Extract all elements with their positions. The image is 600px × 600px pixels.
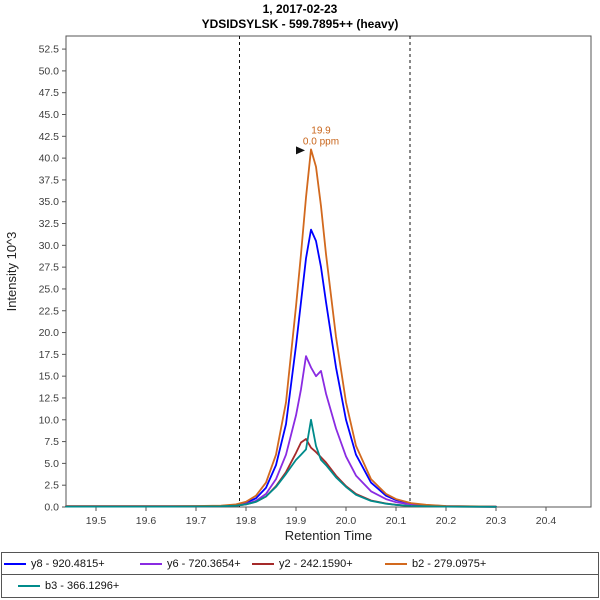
chart-title: 1, 2017-02-23 YDSIDSYLSK - 599.7895++ (h… — [0, 2, 600, 32]
annotation-rt-label: 19.9 — [311, 125, 331, 136]
x-tick-label: 20.4 — [536, 515, 557, 527]
series-line-y2 — [65, 438, 497, 508]
legend: y8 - 920.4815+ y6 - 720.3654+ y2 - 242.159… — [1, 552, 599, 598]
legend-label: y2 - 242.1590+ — [279, 557, 353, 570]
legend-item-b3: b3 - 366.1296+ — [18, 580, 119, 592]
series-line-b2 — [65, 148, 497, 508]
legend-label: b3 - 366.1296+ — [45, 579, 120, 592]
y-axis-title: Intensity 10^3 — [4, 232, 19, 312]
chart-title-line1: 1, 2017-02-23 — [262, 2, 338, 16]
peak-annotation: 19.90.0 ppm — [296, 125, 339, 155]
y-tick-label: 7.5 — [44, 436, 59, 448]
legend-swatch — [252, 562, 274, 565]
legend-swatch — [385, 562, 407, 565]
y-tick-label: 45.0 — [39, 109, 60, 121]
y-tick-label: 27.5 — [39, 262, 60, 274]
x-tick-label: 20.2 — [436, 515, 457, 527]
y-tick-label: 5.0 — [44, 458, 59, 470]
legend-swatch — [4, 562, 26, 565]
x-axis-title: Retention Time — [285, 528, 372, 543]
annotation-arrow-icon — [296, 146, 305, 155]
y-tick-label: 35.0 — [39, 196, 60, 208]
legend-label: b2 - 279.0975+ — [412, 557, 487, 570]
plot-border — [65, 35, 592, 508]
chromatogram-plot-area[interactable]: 0.0 2.5 5.0 7.5 10.0 12.5 15.0 17.5 20.0 22.5 25.0… — [0, 0, 600, 552]
chart-title-line2: YDSIDSYLSK - 599.7895++ (heavy) — [201, 17, 399, 31]
y-tick-label: 32.5 — [39, 218, 60, 230]
x-tick-label: 19.9 — [286, 515, 307, 527]
y-tick-label: 10.0 — [39, 414, 60, 426]
x-tick-label: 19.7 — [186, 515, 207, 527]
legend-item-b2: b2 - 279.0975+ — [385, 558, 486, 570]
legend-label: y8 - 920.4815+ — [31, 557, 105, 570]
series-line-b3 — [65, 418, 497, 508]
legend-row-2: b3 - 366.1296+ — [2, 575, 598, 596]
y-tick-label: 0.0 — [44, 502, 59, 514]
y-tick-label: 37.5 — [39, 174, 60, 186]
x-tick-label: 19.6 — [136, 515, 157, 527]
x-tick-label: 19.8 — [236, 515, 257, 527]
annotation-ppm-label: 0.0 ppm — [303, 136, 339, 147]
x-tick-label: 19.5 — [86, 515, 107, 527]
y-tick-label: 17.5 — [39, 349, 60, 361]
y-tick-label: 2.5 — [44, 480, 59, 492]
x-tick-label: 20.0 — [336, 515, 357, 527]
x-tick-label: 20.1 — [386, 515, 407, 527]
y-tick-label: 15.0 — [39, 371, 60, 383]
y-tick-label: 12.5 — [39, 392, 60, 404]
y-tick-label: 40.0 — [39, 153, 60, 165]
legend-swatch — [140, 562, 162, 565]
y-tick-label: 30.0 — [39, 240, 60, 252]
legend-item-y8: y8 - 920.4815+ — [4, 558, 105, 570]
y-tick-label: 52.5 — [39, 44, 60, 56]
y-tick-label: 47.5 — [39, 87, 60, 99]
legend-label: y6 - 720.3654+ — [167, 557, 241, 570]
legend-item-y6: y6 - 720.3654+ — [140, 558, 241, 570]
y-tick-label: 50.0 — [39, 65, 60, 77]
legend-swatch — [18, 584, 40, 587]
y-tick-label: 20.0 — [39, 327, 60, 339]
y-tick-label: 42.5 — [39, 131, 60, 143]
legend-row-1: y8 - 920.4815+ y6 - 720.3654+ y2 - 242.159… — [2, 553, 598, 575]
x-tick-label: 20.3 — [486, 515, 507, 527]
legend-item-y2: y2 - 242.1590+ — [252, 558, 353, 570]
y-tick-label: 25.0 — [39, 283, 60, 295]
y-tick-label: 22.5 — [39, 305, 60, 317]
